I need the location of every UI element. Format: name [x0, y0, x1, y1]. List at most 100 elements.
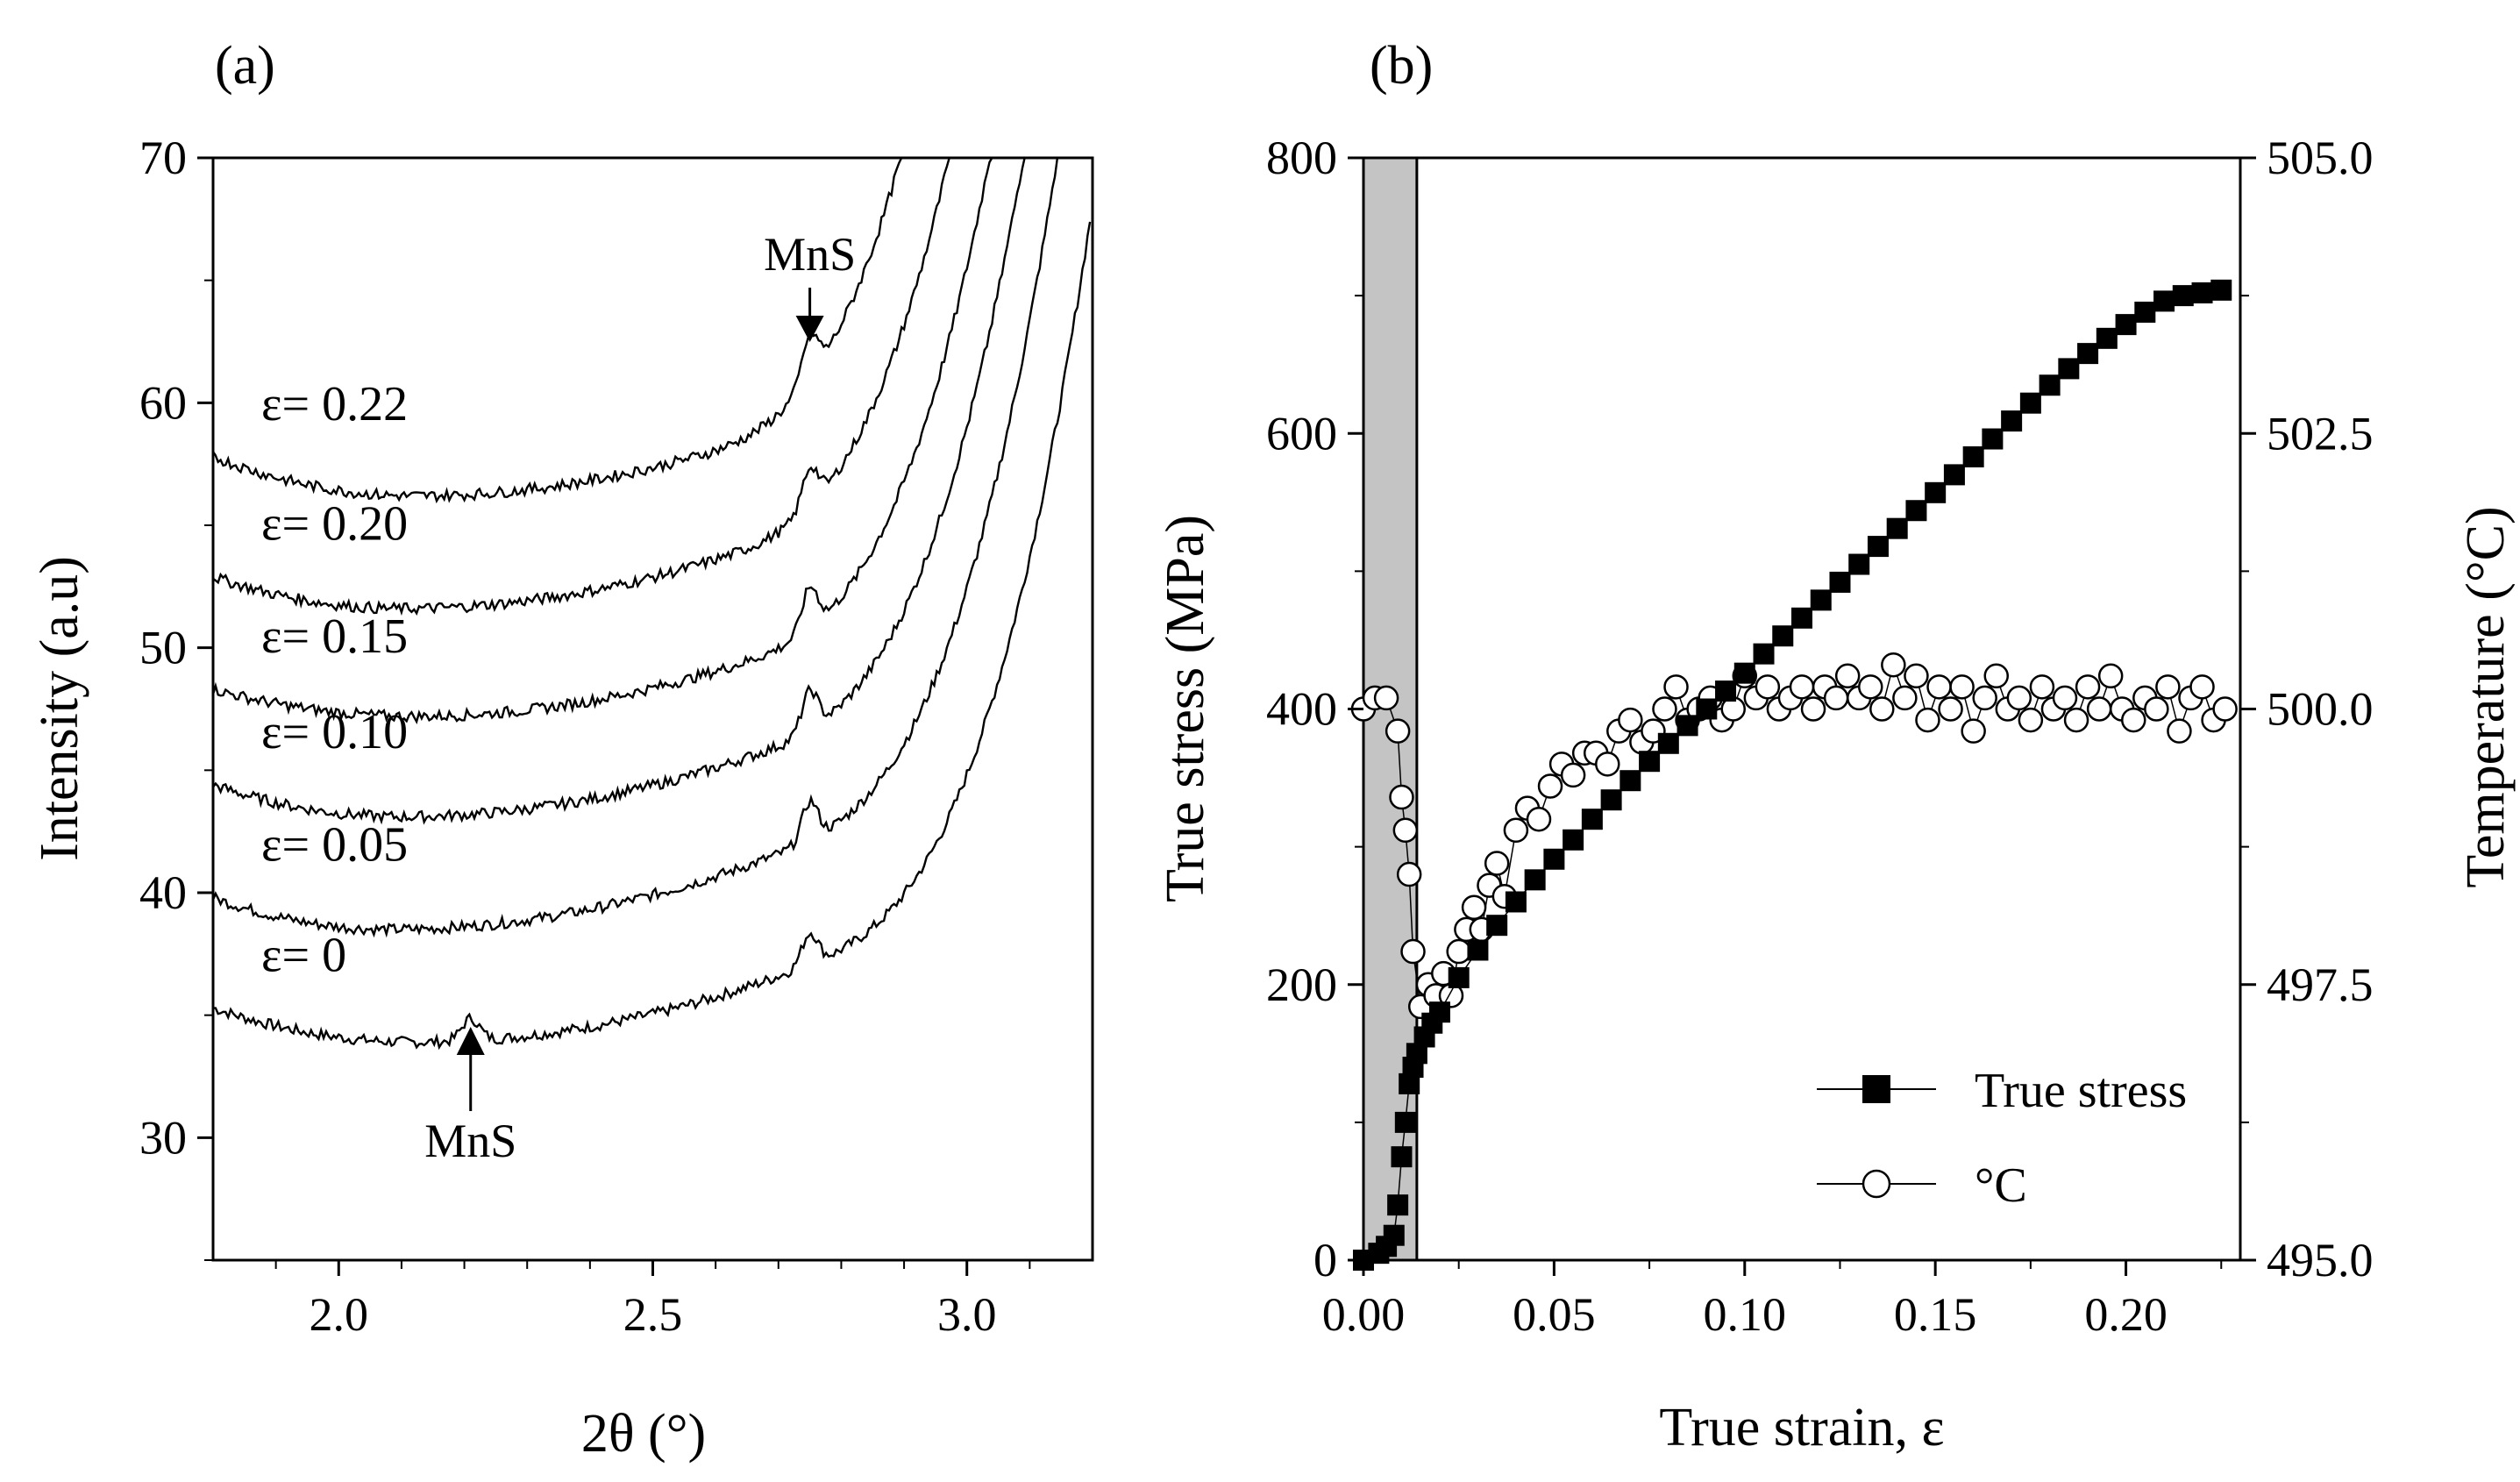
arrow-up-icon	[456, 1027, 485, 1056]
stress-point	[1943, 464, 1965, 486]
temperature-point	[1389, 784, 1414, 810]
temperature-point	[1446, 938, 1471, 965]
spectrum-curve	[211, 157, 903, 504]
arrow-down-icon	[795, 316, 824, 343]
temperature-point	[1904, 663, 1929, 689]
stress-point	[1524, 869, 1546, 891]
stress-point	[2134, 301, 2156, 323]
stress-point	[1753, 643, 1775, 665]
panel-b-x-axis-title: True strain, ε	[1659, 1398, 1944, 1457]
stress-point	[2096, 327, 2118, 349]
stress-point	[1619, 770, 1641, 792]
legend-marker-temperature	[1862, 1169, 1891, 1199]
y-tick-label: 600	[1266, 407, 1337, 460]
stress-point	[1810, 589, 1832, 611]
stress-point	[1772, 625, 1794, 647]
temperature-point	[1392, 817, 1419, 844]
temperature-point	[2086, 696, 2112, 722]
y2-tick-label: 502.5	[2267, 407, 2374, 460]
curve-label: ε= 0.10	[261, 705, 408, 759]
x-tick-label: 0.05	[1513, 1288, 1596, 1341]
legend: True stress °C	[1817, 1064, 2187, 1213]
stress-point	[1733, 662, 1755, 684]
stress-point	[1581, 809, 1603, 830]
y2-tick-label: 505.0	[2267, 132, 2374, 184]
temperature-point	[2167, 718, 2192, 744]
temperature-point	[1560, 762, 1586, 788]
temperature-point	[1892, 685, 1918, 711]
temperature-point	[1800, 696, 1826, 722]
stress-point	[1982, 428, 2004, 450]
y2-tick-label: 497.5	[2267, 958, 2374, 1011]
temperature-point	[1972, 685, 1997, 711]
temperature-point	[1755, 674, 1781, 700]
stress-point	[1848, 553, 1870, 575]
temperature-point	[1938, 696, 1963, 722]
stress-point	[1428, 1001, 1450, 1023]
temperature-point	[1385, 718, 1411, 744]
temperature-point	[2121, 707, 2146, 733]
panel-a-y-axis-title: Intensity (a.u)	[30, 556, 89, 861]
temperature-point	[1595, 752, 1620, 777]
temperature-point	[2212, 696, 2238, 722]
panel-b-y2-ticks: 495.0 497.5 500.0 502.5 505.0	[2240, 132, 2374, 1286]
x-tick-label: 0.00	[1322, 1288, 1406, 1341]
stress-point	[1905, 500, 1927, 522]
stress-series	[1353, 279, 2232, 1271]
x-tick-label: 2.0	[310, 1288, 369, 1341]
temperature-point	[1652, 696, 1677, 722]
stress-point	[1486, 915, 1508, 937]
legend-label-stress: True stress	[1975, 1064, 2187, 1118]
temperature-point	[1526, 806, 1552, 832]
stress-point	[1962, 445, 1984, 467]
panel-a-x-ticks: 2.0 2.5 3.0	[274, 1260, 1031, 1341]
panel-a-annotations: MnS MnS	[424, 228, 856, 1167]
x-tick-label: 0.15	[1894, 1288, 1977, 1341]
stress-point	[2077, 343, 2099, 365]
temperature-point	[1881, 652, 1906, 678]
y-tick-label: 60	[139, 376, 187, 429]
panel-a-x-axis-title: 2θ (°)	[581, 1404, 706, 1464]
mns-annotation-top: MnS	[764, 228, 856, 281]
stress-point	[2058, 358, 2080, 380]
stress-point	[1676, 715, 1698, 737]
y-tick-label: 70	[139, 132, 187, 184]
temperature-point	[1484, 851, 1510, 876]
stress-point	[1563, 829, 1584, 851]
stress-point	[1391, 1146, 1413, 1168]
stress-point	[1657, 732, 1679, 754]
temperature-point	[1834, 663, 1861, 689]
spectrum-curve	[212, 221, 1092, 1051]
panel-a-curves	[211, 157, 1092, 1051]
temperature-series	[1350, 652, 2238, 1020]
curve-label: ε= 0	[261, 928, 346, 982]
stress-point	[2001, 410, 2023, 432]
stress-point	[1387, 1194, 1409, 1216]
stress-point	[1925, 481, 1947, 503]
stress-point	[1886, 517, 1908, 539]
temperature-point	[1618, 707, 1643, 733]
temperature-point	[1396, 861, 1422, 887]
y-tick-label: 400	[1266, 683, 1337, 736]
spectrum-curve	[211, 157, 1059, 938]
x-tick-label: 3.0	[937, 1288, 997, 1341]
temperature-point	[1663, 674, 1689, 700]
temperature-point	[1823, 685, 1849, 711]
stress-point	[1467, 939, 1489, 961]
y-tick-label: 0	[1313, 1234, 1337, 1286]
spectrum-curve	[211, 157, 993, 725]
y-tick-label: 50	[139, 622, 187, 674]
panel-b-y-axis-title: True stress (MPa)	[1156, 515, 1215, 902]
temperature-point	[2006, 685, 2032, 711]
temperature-point	[2097, 663, 2124, 689]
stress-point	[1639, 751, 1661, 773]
y2-tick-label: 500.0	[2267, 683, 2374, 736]
temperature-point	[1983, 663, 2009, 689]
panel-a-curve-labels: ε= 0 ε= 0.05 ε= 0.10 ε= 0.15 ε= 0.20 ε= 0.22	[261, 377, 408, 982]
temperature-point	[1503, 817, 1529, 844]
panel-a-y-ticks: 30 40 50 60 70	[139, 132, 213, 1261]
temperature-point	[2075, 674, 2101, 700]
temperature-point	[2029, 674, 2055, 700]
panel-b: (b) 0.00 0.05 0.10 0.15 0.20 0 200 400 600 800 4…	[1156, 36, 2516, 1457]
